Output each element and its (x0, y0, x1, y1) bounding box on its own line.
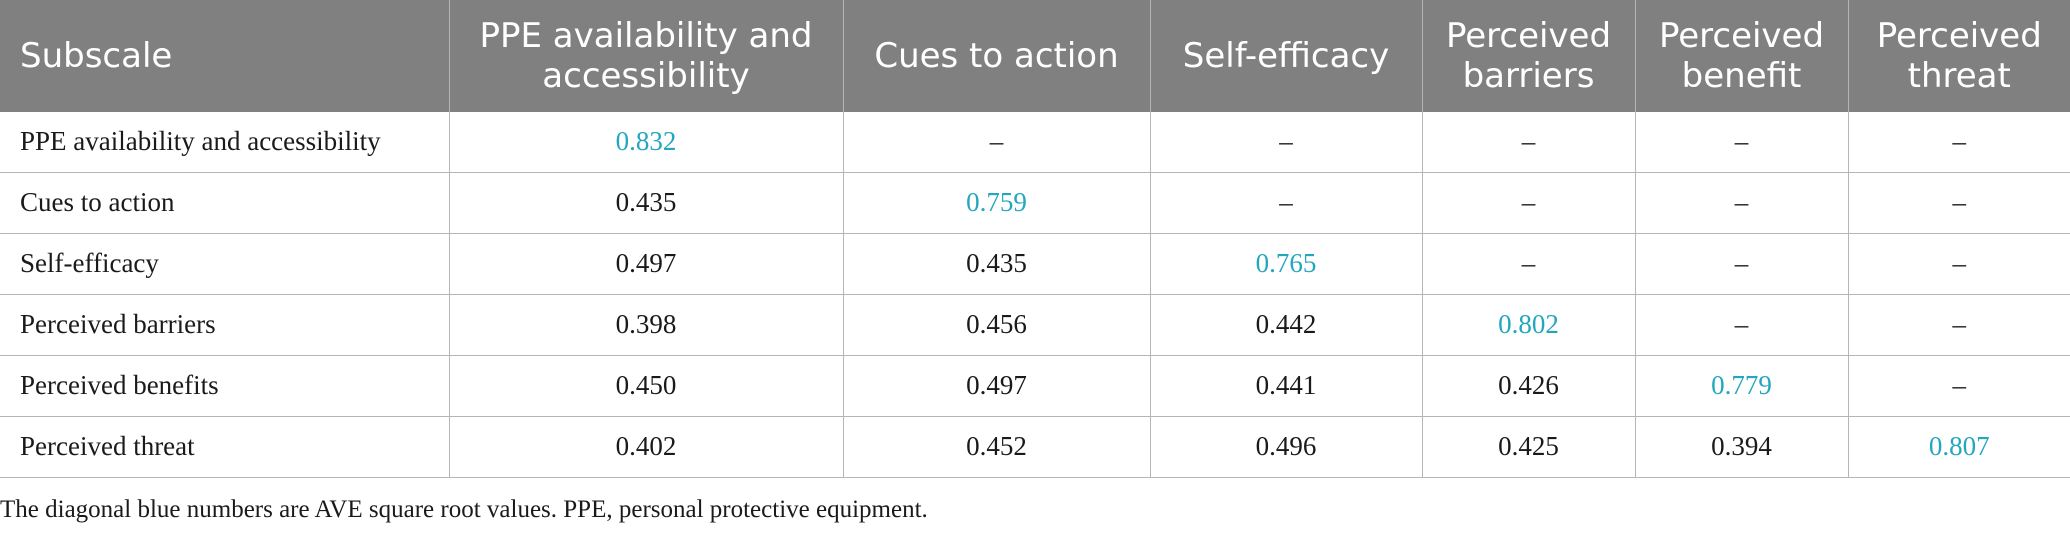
header-subscale: Subscale (0, 0, 449, 112)
table-cell: 0.402 (448, 416, 843, 478)
header-cues-to-action: Cues to action (842, 0, 1150, 112)
header-row: Subscale PPE availability and accessibil… (0, 0, 2070, 112)
diagonal-cell: 0.832 (448, 112, 843, 173)
diagonal-cell: 0.807 (1847, 416, 2070, 478)
row-label: Perceived benefits (0, 355, 449, 417)
diagonal-cell: 0.779 (1634, 355, 1848, 417)
header-self-efficacy: Self-efficacy (1149, 0, 1422, 112)
table-cell: – (1421, 172, 1635, 234)
correlation-table-container: Subscale PPE availability and accessibil… (0, 0, 2070, 478)
table-cell: 0.398 (448, 294, 843, 356)
table-cell: 0.394 (1634, 416, 1848, 478)
table-cell: – (1421, 233, 1635, 295)
header-ppe-availability: PPE availability and accessibility (448, 0, 843, 112)
diagonal-cell: 0.759 (842, 172, 1150, 234)
table-cell: 0.435 (842, 233, 1150, 295)
table-cell: – (1634, 172, 1848, 234)
header-perceived-barriers: Perceived barriers (1421, 0, 1635, 112)
table-cell: 0.442 (1149, 294, 1422, 356)
table-cell: – (1847, 233, 2070, 295)
table-cell: 0.497 (842, 355, 1150, 417)
table-cell: 0.435 (448, 172, 843, 234)
table-row: Perceived benefits 0.450 0.497 0.441 0.4… (0, 355, 2070, 417)
table-cell: – (1149, 172, 1422, 234)
table-cell: 0.456 (842, 294, 1150, 356)
row-label: Perceived barriers (0, 294, 449, 356)
row-label: Cues to action (0, 172, 449, 234)
table-cell: – (1634, 233, 1848, 295)
row-label: PPE availability and accessibility (0, 112, 449, 173)
table-cell: – (1847, 294, 2070, 356)
header-perceived-threat: Perceived threat (1847, 0, 2070, 112)
row-label: Self-efficacy (0, 233, 449, 295)
table-cell: – (1149, 112, 1422, 173)
table-row: Perceived barriers 0.398 0.456 0.442 0.8… (0, 294, 2070, 356)
table-cell: – (1847, 112, 2070, 173)
table-cell: – (1634, 294, 1848, 356)
table-footnote: The diagonal blue numbers are AVE square… (0, 496, 928, 523)
table-cell: – (1421, 112, 1635, 173)
diagonal-cell: 0.802 (1421, 294, 1635, 356)
table-cell: – (1634, 112, 1848, 173)
table-cell: 0.496 (1149, 416, 1422, 478)
table-row: Self-efficacy 0.497 0.435 0.765 – – – (0, 233, 2070, 295)
header-perceived-benefit: Perceived benefit (1634, 0, 1848, 112)
subscale-correlation-table: Subscale PPE availability and accessibil… (0, 0, 2070, 478)
table-cell: 0.497 (448, 233, 843, 295)
diagonal-cell: 0.765 (1149, 233, 1422, 295)
table-cell: – (842, 112, 1150, 173)
table-cell: – (1847, 172, 2070, 234)
table-row: Perceived threat 0.402 0.452 0.496 0.425… (0, 416, 2070, 478)
table-cell: – (1847, 355, 2070, 417)
table-cell: 0.452 (842, 416, 1150, 478)
table-cell: 0.450 (448, 355, 843, 417)
row-label: Perceived threat (0, 416, 449, 478)
table-row: PPE availability and accessibility 0.832… (0, 112, 2070, 173)
table-cell: 0.426 (1421, 355, 1635, 417)
table-cell: 0.425 (1421, 416, 1635, 478)
table-cell: 0.441 (1149, 355, 1422, 417)
table-row: Cues to action 0.435 0.759 – – – – (0, 172, 2070, 234)
